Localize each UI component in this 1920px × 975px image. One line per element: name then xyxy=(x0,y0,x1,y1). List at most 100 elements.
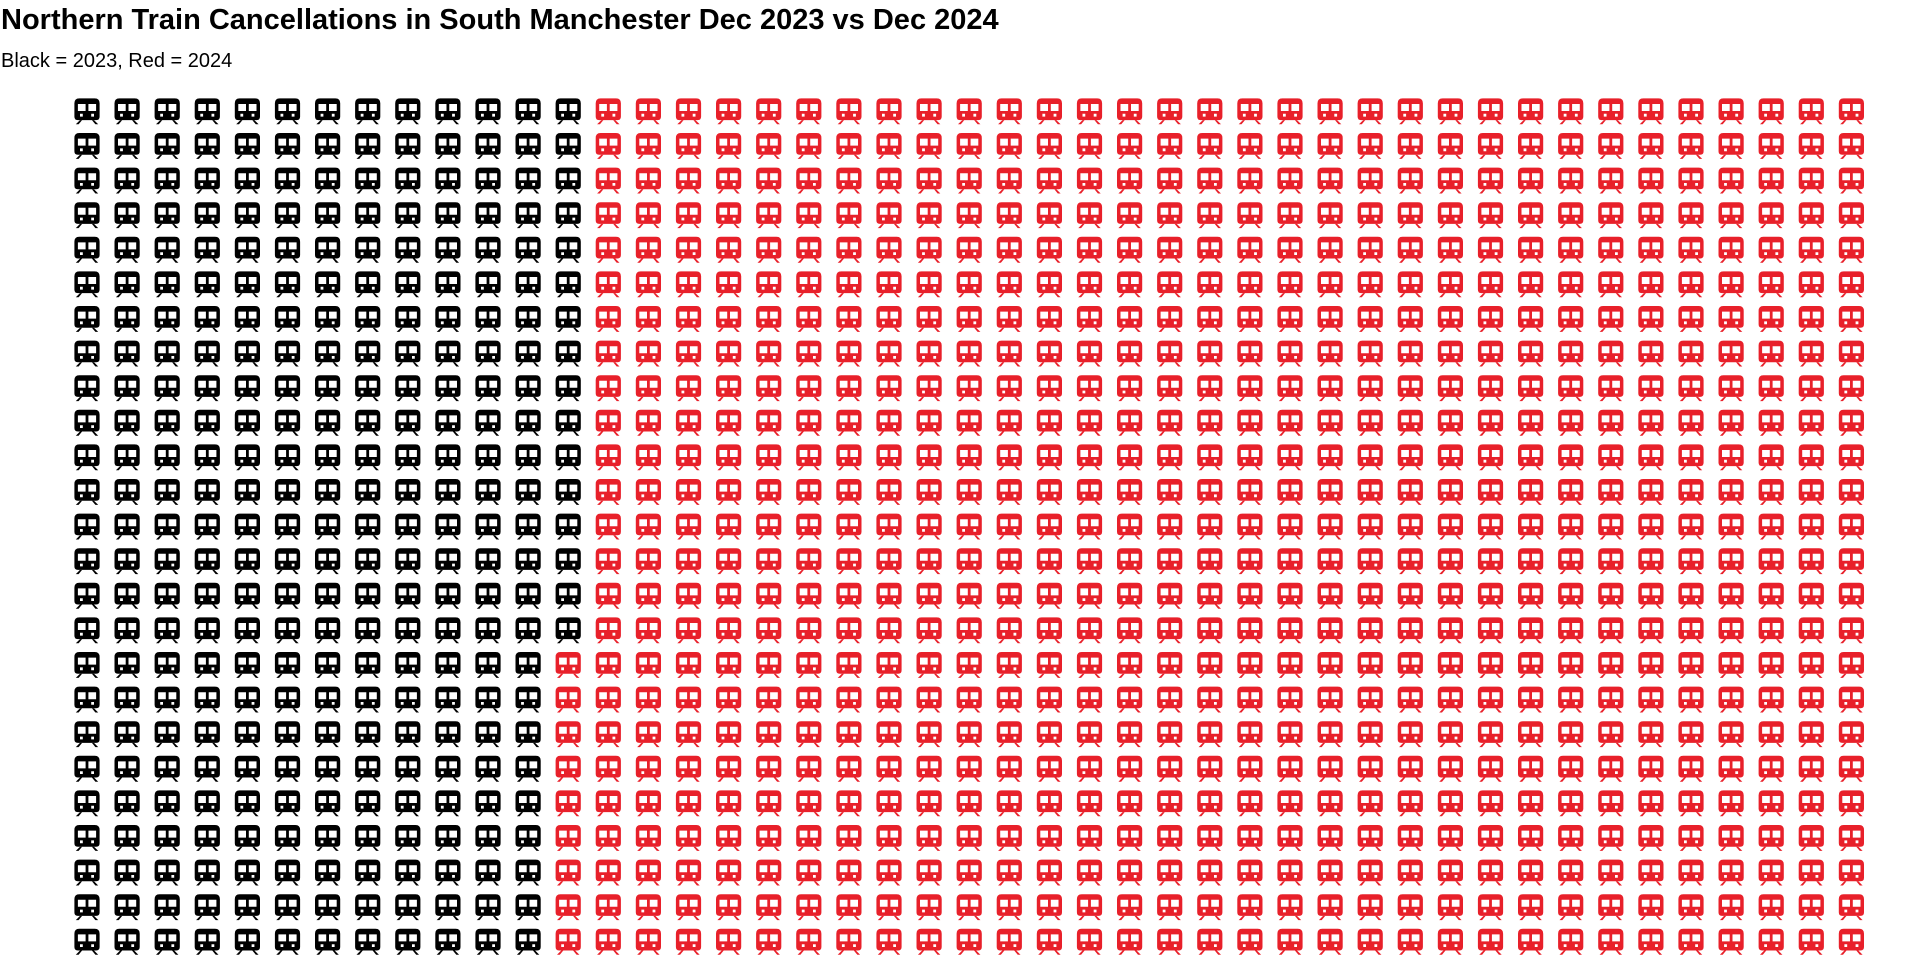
train-icon-2024 xyxy=(1678,755,1704,782)
train-icon-2024 xyxy=(1437,479,1463,505)
train-icon-2023 xyxy=(194,859,220,886)
train-icon-2024 xyxy=(1397,271,1423,298)
train-icon-2024 xyxy=(716,513,742,540)
train-icon-2024 xyxy=(716,548,742,575)
train-icon-2024 xyxy=(1277,582,1303,609)
train-icon-2023 xyxy=(395,617,421,644)
train-icon-2024 xyxy=(1838,271,1864,298)
train-icon-2024 xyxy=(1076,859,1103,886)
train-icon-2024 xyxy=(595,271,621,298)
train-icon-2023 xyxy=(114,513,140,540)
train-icon-2023 xyxy=(194,133,220,159)
train-icon-2024 xyxy=(1638,306,1664,332)
train-icon-2024 xyxy=(1117,652,1143,678)
train-icon-2023 xyxy=(114,98,140,125)
train-icon-2023 xyxy=(194,825,220,851)
train-icon-2024 xyxy=(1518,479,1544,505)
train-icon-2023 xyxy=(435,202,461,229)
train-icon-2024 xyxy=(1357,479,1383,505)
train-icon-2024 xyxy=(796,409,822,436)
train-icon-2024 xyxy=(1277,894,1303,921)
train-icon-2024 xyxy=(1678,167,1704,194)
train-icon-2023 xyxy=(355,894,381,921)
train-icon-2024 xyxy=(996,133,1022,159)
train-icon-2024 xyxy=(836,790,862,817)
train-icon-2023 xyxy=(154,755,180,782)
train-icon-2024 xyxy=(1357,271,1383,298)
train-icon-2024 xyxy=(756,755,782,782)
train-icon-2023 xyxy=(114,167,140,194)
train-icon-2024 xyxy=(836,202,862,229)
train-icon-2023 xyxy=(395,548,421,575)
train-icon-2024 xyxy=(1758,825,1784,851)
train-icon-2024 xyxy=(555,859,581,886)
train-icon-2023 xyxy=(154,479,180,505)
train-icon-2024 xyxy=(756,340,782,367)
train-icon-2024 xyxy=(1237,409,1263,436)
train-icon-2024 xyxy=(1157,582,1183,609)
train-icon-2023 xyxy=(194,617,220,644)
train-icon-2023 xyxy=(194,652,220,678)
train-icon-2024 xyxy=(956,859,982,886)
train-icon-2024 xyxy=(1477,582,1504,609)
train-icon-2024 xyxy=(1718,375,1744,402)
train-icon-2024 xyxy=(1397,409,1423,436)
train-icon-2024 xyxy=(675,582,702,609)
train-icon-2023 xyxy=(114,375,140,402)
train-icon-2023 xyxy=(114,894,140,921)
train-icon-2023 xyxy=(315,479,341,505)
train-icon-2024 xyxy=(876,236,902,263)
train-icon-2023 xyxy=(475,133,501,159)
train-icon-2024 xyxy=(635,825,661,851)
train-icon-2023 xyxy=(74,236,100,263)
train-icon-2024 xyxy=(1758,582,1784,609)
train-icon-2024 xyxy=(1558,236,1584,263)
train-icon-2024 xyxy=(836,133,862,159)
train-icon-2024 xyxy=(1758,306,1784,332)
train-icon-2023 xyxy=(234,202,260,229)
train-icon-2024 xyxy=(595,755,621,782)
train-icon-2024 xyxy=(1798,133,1824,159)
train-icon-2023 xyxy=(395,755,421,782)
train-icon-2024 xyxy=(1798,928,1824,955)
train-icon-2024 xyxy=(1237,652,1263,678)
train-icon-2024 xyxy=(956,652,982,678)
train-icon-2024 xyxy=(1237,340,1263,367)
train-icon-2024 xyxy=(1798,513,1824,540)
train-icon-2023 xyxy=(114,755,140,782)
train-icon-2024 xyxy=(1036,167,1062,194)
train-icon-2023 xyxy=(194,928,220,955)
train-icon-2024 xyxy=(595,167,621,194)
train-icon-2023 xyxy=(154,340,180,367)
train-icon-2023 xyxy=(355,306,381,332)
train-icon-2023 xyxy=(194,167,220,194)
train-icon-2023 xyxy=(315,548,341,575)
train-icon-2023 xyxy=(274,409,301,436)
train-icon-2024 xyxy=(1437,686,1463,713)
train-icon-2023 xyxy=(74,98,100,125)
train-icon-2024 xyxy=(1397,133,1423,159)
train-icon-2024 xyxy=(1437,133,1463,159)
train-icon-2024 xyxy=(916,340,942,367)
train-icon-2024 xyxy=(1317,340,1343,367)
train-icon-2024 xyxy=(956,790,982,817)
train-icon-2023 xyxy=(194,98,220,125)
train-icon-2024 xyxy=(1357,513,1383,540)
train-icon-2023 xyxy=(234,825,260,851)
train-icon-2024 xyxy=(1277,306,1303,332)
train-icon-2024 xyxy=(716,582,742,609)
train-icon-2024 xyxy=(1437,721,1463,748)
train-icon-2024 xyxy=(1076,721,1103,748)
train-icon-2024 xyxy=(1798,202,1824,229)
train-icon-2024 xyxy=(916,271,942,298)
train-icon-2024 xyxy=(796,928,822,955)
train-icon-2023 xyxy=(395,859,421,886)
train-icon-2024 xyxy=(675,548,702,575)
train-icon-2024 xyxy=(595,894,621,921)
train-icon-2024 xyxy=(1117,859,1143,886)
train-icon-2023 xyxy=(114,859,140,886)
train-icon-2024 xyxy=(1397,755,1423,782)
train-icon-2023 xyxy=(555,167,581,194)
train-icon-2024 xyxy=(916,652,942,678)
train-icon-2024 xyxy=(1317,444,1343,471)
